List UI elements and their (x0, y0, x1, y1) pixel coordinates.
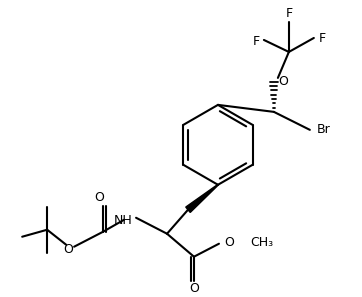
Text: Br: Br (317, 123, 331, 136)
Text: O: O (189, 282, 199, 295)
Text: F: F (285, 7, 292, 20)
Polygon shape (186, 184, 218, 212)
Text: NH: NH (113, 214, 132, 227)
Text: O: O (224, 236, 234, 249)
Text: CH₃: CH₃ (250, 236, 273, 249)
Text: F: F (252, 35, 260, 48)
Text: O: O (63, 243, 73, 256)
Text: O: O (278, 75, 288, 89)
Text: F: F (318, 32, 325, 45)
Text: O: O (94, 191, 104, 204)
